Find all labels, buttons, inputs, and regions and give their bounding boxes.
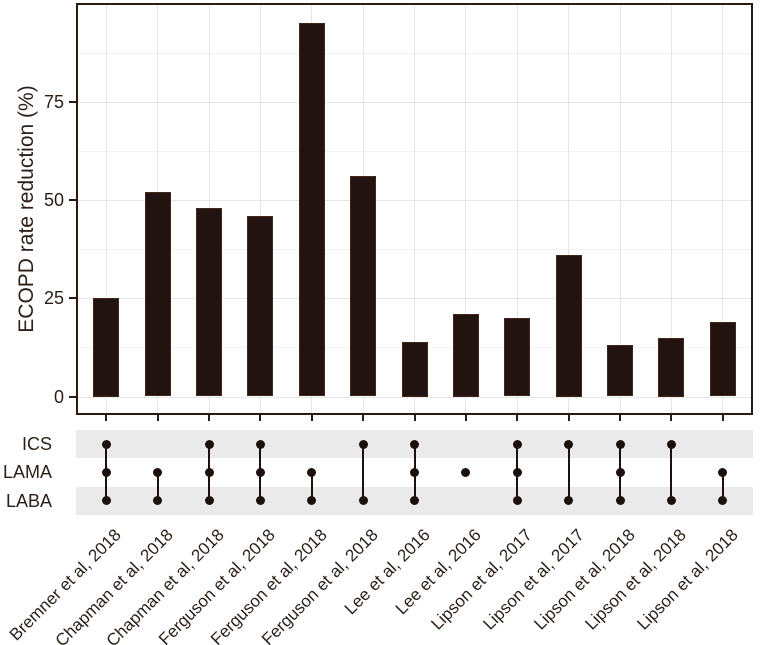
matrix-dot [410, 439, 419, 449]
matrix-dot [718, 496, 728, 506]
x-axis-tick [156, 415, 159, 421]
matrix-dot [204, 496, 214, 506]
matrix-dot [204, 467, 214, 477]
matrix-dot [101, 496, 111, 506]
bar [196, 207, 222, 397]
matrix-dot [615, 467, 625, 477]
matrix-dot [666, 439, 676, 449]
bar [350, 176, 377, 397]
x-axis-tick [516, 415, 519, 421]
x-axis-tick [464, 415, 467, 421]
x-axis-tick [670, 415, 673, 421]
y-axis-title: ECOPD rate reduction (%) [15, 85, 38, 333]
gridline-vertical [105, 5, 107, 413]
x-axis-tick [105, 415, 108, 421]
matrix-connector-line [310, 472, 313, 501]
matrix-dot [358, 496, 368, 506]
matrix-dot [307, 467, 317, 477]
matrix-dot [512, 439, 522, 449]
bar [247, 215, 274, 397]
matrix-dot [564, 496, 574, 506]
matrix-row-label: ICS [21, 434, 52, 455]
gridline-vertical [465, 5, 467, 413]
matrix-dot [410, 467, 419, 477]
matrix-connector-line [156, 472, 159, 501]
matrix-dot [255, 439, 265, 449]
y-axis-tick-label: 50 [43, 190, 64, 210]
matrix-dot [204, 439, 214, 449]
y-axis-tick [69, 297, 76, 300]
matrix-dot [101, 439, 111, 449]
gridline-vertical [516, 5, 518, 413]
bar [504, 317, 531, 397]
matrix-dot [255, 467, 265, 477]
matrix-row-label: LABA [5, 490, 52, 511]
bar [607, 345, 633, 397]
matrix-dot [512, 467, 522, 477]
matrix-dot [615, 496, 625, 506]
matrix-dot [101, 467, 111, 477]
matrix-connector-line [567, 444, 570, 501]
matrix-dot [307, 496, 317, 506]
bar [555, 255, 582, 397]
bar [658, 337, 685, 397]
x-axis-tick [567, 415, 570, 421]
bar [144, 192, 171, 397]
y-axis-tick-label: 25 [43, 288, 64, 309]
y-axis-tick [69, 395, 76, 398]
matrix-row-label: LAMA [2, 462, 52, 483]
gridline-vertical [670, 5, 672, 413]
matrix-connector-line [362, 444, 365, 501]
matrix-connector-line [670, 444, 673, 501]
gridline-vertical [414, 5, 415, 413]
matrix-dot [153, 467, 163, 477]
gridline-vertical [568, 5, 570, 413]
matrix-dot [461, 467, 471, 477]
matrix-dot [615, 439, 625, 449]
bar [93, 298, 120, 397]
x-axis-tick [208, 415, 210, 421]
y-axis-tick [69, 199, 76, 201]
bar [452, 314, 479, 397]
plot-panel-border [76, 3, 753, 415]
x-axis-tick [310, 415, 313, 421]
gridline-vertical [259, 5, 261, 413]
matrix-dot [564, 439, 574, 449]
matrix-connector-line [721, 472, 724, 501]
matrix-dot [255, 496, 265, 506]
bar [709, 321, 736, 397]
gridline-vertical [722, 5, 724, 413]
y-axis-tick-label: 0 [53, 386, 64, 407]
x-axis-tick [619, 415, 621, 421]
matrix-dot [512, 496, 522, 506]
x-axis-tick [362, 415, 365, 421]
matrix-dot [358, 439, 368, 449]
matrix-dot [718, 467, 728, 477]
bar [401, 341, 428, 397]
x-axis-tick [721, 415, 724, 421]
gridline-vertical [619, 5, 621, 413]
x-axis-tick [259, 415, 262, 421]
matrix-dot [153, 496, 163, 506]
x-axis-tick [413, 415, 416, 421]
matrix-dot [410, 496, 419, 506]
matrix-dot [666, 496, 676, 506]
y-axis-tick-label: 75 [43, 91, 64, 112]
bar [298, 23, 325, 397]
y-axis-tick [69, 100, 76, 103]
